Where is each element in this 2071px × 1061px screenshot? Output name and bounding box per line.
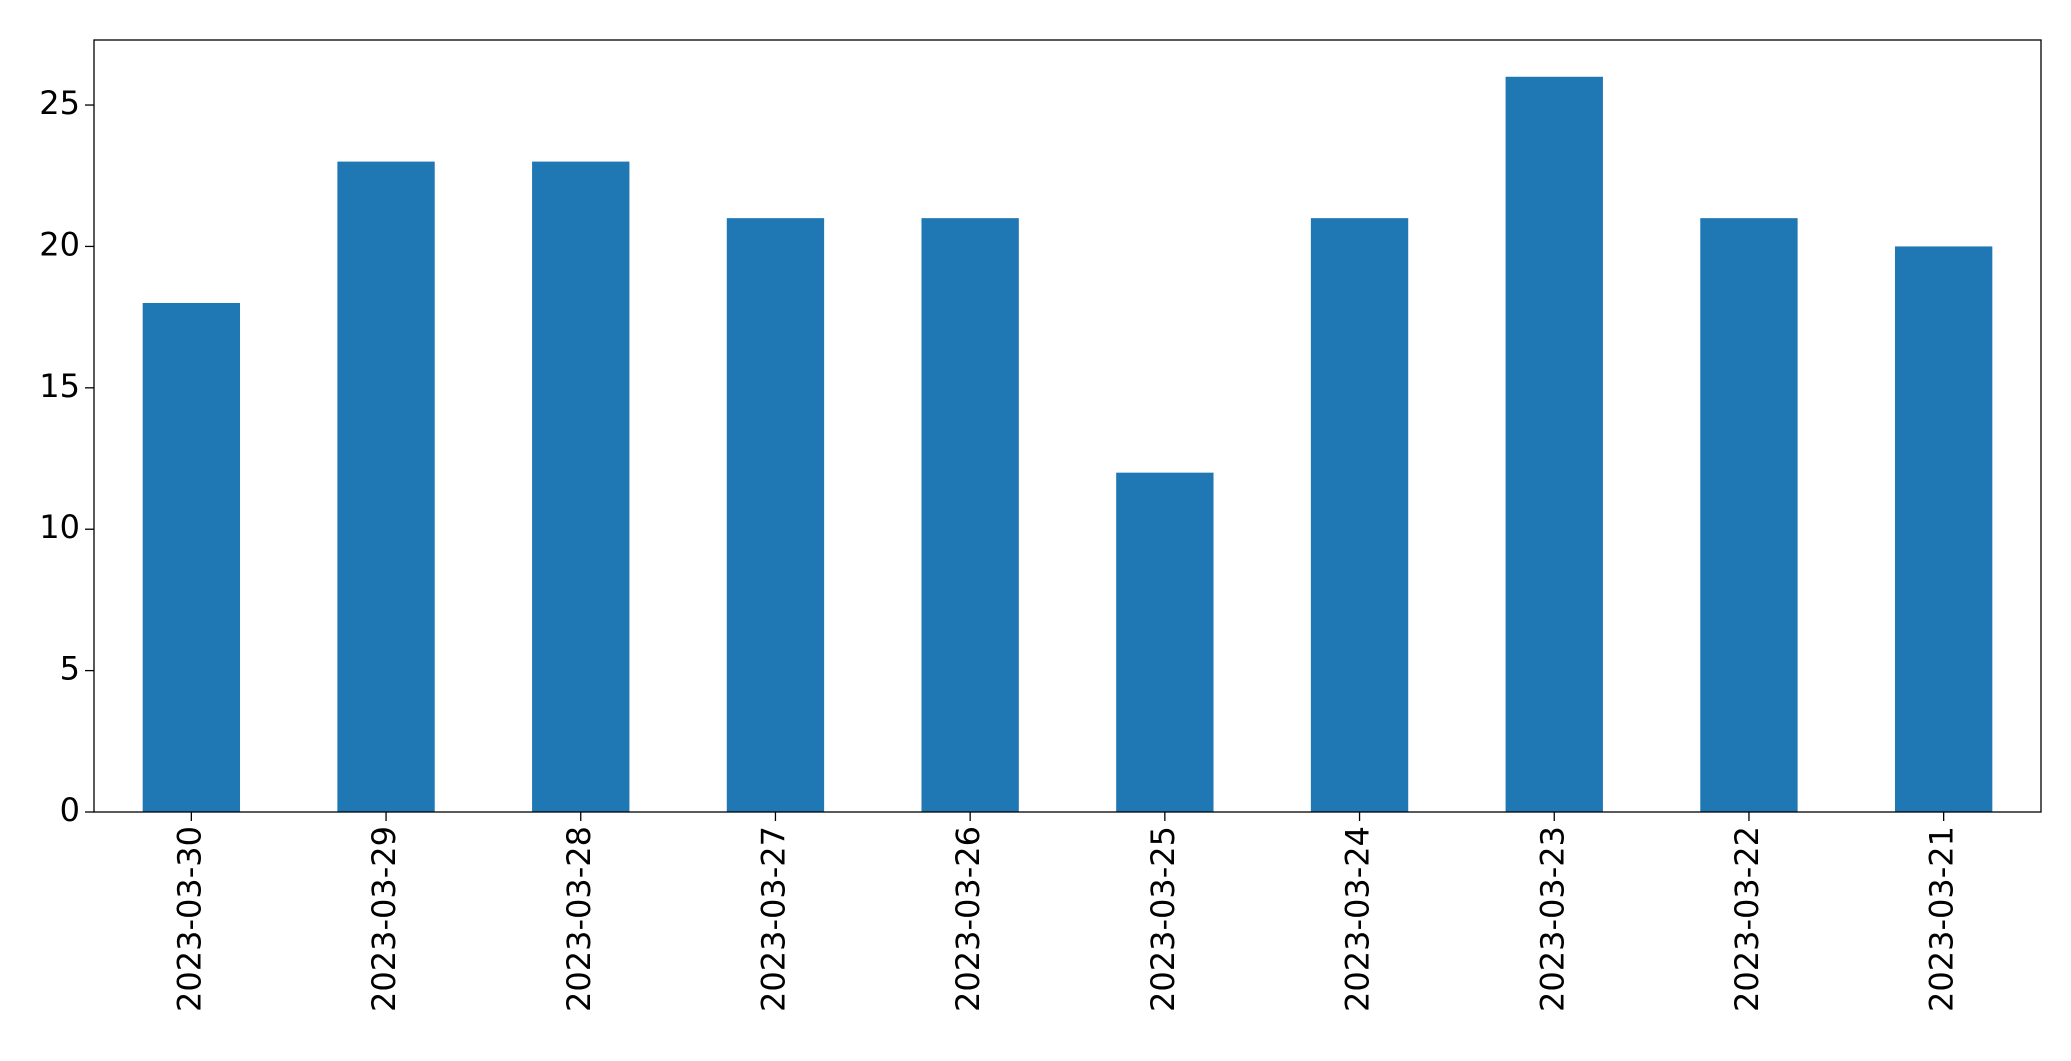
- x-tick-label: 2023-03-26: [949, 826, 987, 1012]
- x-tick-label: 2023-03-21: [1923, 826, 1961, 1012]
- bar: [1310, 218, 1409, 813]
- bar: [726, 218, 825, 813]
- x-tick-label: 2023-03-24: [1339, 826, 1377, 1012]
- bar: [1894, 246, 1993, 812]
- bar: [1700, 218, 1798, 813]
- bar: [142, 302, 241, 812]
- y-tick-label: 5: [60, 650, 80, 688]
- y-tick-label: 10: [39, 508, 80, 546]
- bar: [337, 161, 435, 813]
- x-tick-label: 2023-03-22: [1728, 826, 1766, 1012]
- plot-frame: [93, 39, 2042, 813]
- y-tick-label: 0: [60, 791, 80, 829]
- bar: [1116, 472, 1214, 812]
- bar: [921, 218, 1019, 813]
- y-tick-label: 25: [39, 84, 80, 122]
- x-tick-label: 2023-03-27: [754, 826, 792, 1012]
- x-tick-label: 2023-03-29: [365, 826, 403, 1012]
- y-tick-label: 15: [39, 367, 80, 405]
- x-tick-label: 2023-03-25: [1144, 826, 1182, 1012]
- bar: [1505, 76, 1603, 812]
- x-tick-label: 2023-03-30: [170, 826, 208, 1012]
- x-tick-label: 2023-03-28: [560, 826, 598, 1012]
- x-tick-label: 2023-03-23: [1533, 826, 1571, 1012]
- y-tick-label: 20: [39, 225, 80, 263]
- bar: [532, 161, 630, 813]
